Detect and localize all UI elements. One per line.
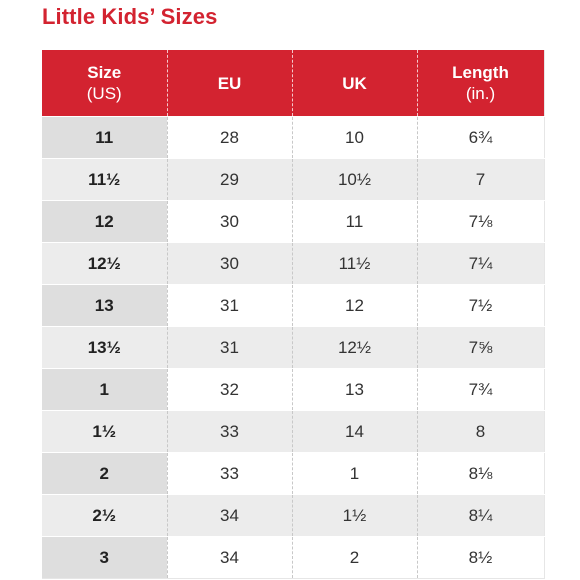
cell-length: 7¾ <box>416 368 544 411</box>
cell-eu: 33 <box>166 452 292 495</box>
column-header-size-us: Size (US) <box>42 50 167 117</box>
cell-uk: 1 <box>291 452 417 495</box>
column-header-eu: EU <box>166 50 292 117</box>
cell-size-us: 11 <box>42 116 167 159</box>
cell-uk: 12½ <box>291 326 417 369</box>
cell-length: 8 <box>416 410 544 453</box>
column-header-eu-label: EU <box>217 73 242 93</box>
table-row: 3 34 2 8½ <box>42 536 544 579</box>
cell-uk: 11 <box>291 200 417 243</box>
cell-eu: 30 <box>166 200 292 243</box>
table-row: 12 30 11 7⅛ <box>42 200 544 243</box>
table-row: 11 28 10 6¾ <box>42 116 544 159</box>
cell-size-us: 12½ <box>42 242 167 285</box>
table-row: 2 33 1 8⅛ <box>42 452 544 495</box>
cell-length: 6¾ <box>416 116 544 159</box>
column-header-uk: UK <box>291 50 417 117</box>
cell-uk: 10 <box>291 116 417 159</box>
cell-uk: 12 <box>291 284 417 327</box>
table-row: 2½ 34 1½ 8¼ <box>42 494 544 537</box>
cell-uk: 2 <box>291 536 417 579</box>
size-table: Size (US) EU UK Length (in.) 11 28 10 6¾ 11½… <box>42 50 545 579</box>
cell-size-us: 11½ <box>42 158 167 201</box>
cell-eu: 31 <box>166 284 292 327</box>
cell-length: 7 <box>416 158 544 201</box>
table-row: 13 31 12 7½ <box>42 284 544 327</box>
cell-size-us: 1½ <box>42 410 167 453</box>
table-row: 11½ 29 10½ 7 <box>42 158 544 201</box>
cell-size-us: 13½ <box>42 326 167 369</box>
cell-eu: 29 <box>166 158 292 201</box>
table-row: 1 32 13 7¾ <box>42 368 544 411</box>
cell-length: 7¼ <box>416 242 544 285</box>
column-header-size-unit: (US) <box>86 84 122 103</box>
cell-eu: 34 <box>166 494 292 537</box>
cell-length: 8¼ <box>416 494 544 537</box>
cell-uk: 10½ <box>291 158 417 201</box>
cell-eu: 33 <box>166 410 292 453</box>
cell-uk: 14 <box>291 410 417 453</box>
cell-size-us: 2½ <box>42 494 167 537</box>
cell-size-us: 3 <box>42 536 167 579</box>
cell-length: 7½ <box>416 284 544 327</box>
cell-size-us: 1 <box>42 368 167 411</box>
cell-eu: 34 <box>166 536 292 579</box>
cell-eu: 31 <box>166 326 292 369</box>
cell-length: 8⅛ <box>416 452 544 495</box>
column-header-length-label: Length <box>452 63 509 82</box>
cell-uk: 11½ <box>291 242 417 285</box>
table-header: Size (US) EU UK Length (in.) <box>42 50 544 117</box>
column-header-length-unit: (in.) <box>465 84 496 103</box>
cell-size-us: 2 <box>42 452 167 495</box>
table-row: 12½ 30 11½ 7¼ <box>42 242 544 285</box>
cell-size-us: 12 <box>42 200 167 243</box>
cell-length: 7⅛ <box>416 200 544 243</box>
page-title: Little Kids’ Sizes <box>42 4 218 29</box>
cell-uk: 13 <box>291 368 417 411</box>
column-header-length: Length (in.) <box>416 50 544 117</box>
column-header-size-label: Size <box>87 63 122 82</box>
cell-eu: 28 <box>166 116 292 159</box>
cell-size-us: 13 <box>42 284 167 327</box>
header-row: Size (US) EU UK Length (in.) <box>42 50 544 117</box>
cell-length: 7⅝ <box>416 326 544 369</box>
column-header-uk-label: UK <box>342 73 367 93</box>
cell-length: 8½ <box>416 536 544 579</box>
cell-eu: 30 <box>166 242 292 285</box>
table-row: 1½ 33 14 8 <box>42 410 544 453</box>
cell-eu: 32 <box>166 368 292 411</box>
table-body: 11 28 10 6¾ 11½ 29 10½ 7 12 30 11 7⅛ 12½ 30 11½ 7¼ 13 31 1… <box>42 116 544 579</box>
cell-uk: 1½ <box>291 494 417 537</box>
table-row: 13½ 31 12½ 7⅝ <box>42 326 544 369</box>
